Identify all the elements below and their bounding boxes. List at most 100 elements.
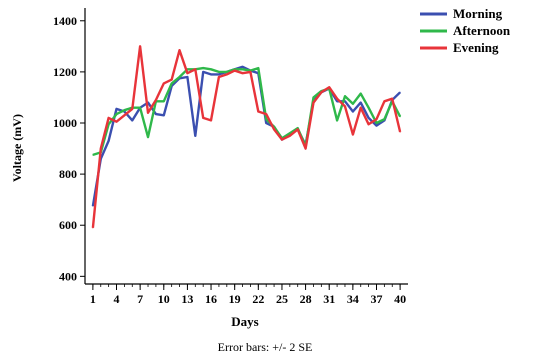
data-point-afternoon: [123, 109, 125, 111]
data-point-afternoon: [171, 82, 173, 84]
data-point-morning: [186, 76, 189, 78]
data-point-evening: [186, 72, 189, 74]
data-point-evening: [304, 147, 307, 150]
data-point-morning: [115, 108, 118, 110]
x-tick-label: 22: [252, 292, 264, 306]
data-point-morning: [265, 122, 267, 124]
data-point-evening: [375, 118, 378, 120]
y-axis-label: Voltage (mV): [10, 114, 24, 182]
x-tick-label: 34: [347, 292, 359, 306]
x-tick-label: 7: [137, 292, 143, 306]
data-point-evening: [273, 128, 275, 130]
x-tick-label: 1: [90, 292, 96, 306]
data-point-evening: [312, 101, 315, 104]
x-axis-label: Days: [231, 314, 258, 329]
data-point-evening: [115, 121, 118, 123]
data-point-evening: [265, 113, 267, 115]
y-tick-label: 1000: [53, 116, 77, 130]
data-point-evening: [241, 72, 244, 74]
x-tick-label: 25: [276, 292, 288, 306]
data-point-afternoon: [218, 71, 220, 73]
axis-ticks: 400 600 800 1000 1200 1400 1 4 7 10 13 16 19 22 25 28 31…: [53, 14, 406, 306]
series-line-morning: [91, 65, 401, 207]
x-tick-label: 10: [158, 292, 170, 306]
data-point-morning: [399, 91, 401, 93]
data-point-afternoon: [336, 119, 338, 122]
data-point-evening: [281, 139, 283, 141]
data-point-evening: [178, 49, 181, 51]
legend-label-morning: Morning: [453, 6, 503, 21]
data-point-afternoon: [92, 154, 94, 156]
data-point-afternoon: [139, 107, 141, 109]
data-point-evening: [234, 70, 236, 72]
data-point-afternoon: [344, 95, 346, 97]
data-point-afternoon: [383, 118, 385, 120]
y-tick-label: 1200: [53, 65, 77, 79]
data-point-morning: [194, 135, 196, 137]
data-point-evening: [194, 68, 196, 70]
data-point-morning: [155, 113, 157, 115]
data-point-evening: [399, 131, 401, 133]
legend-label-evening: Evening: [453, 40, 499, 55]
x-tick-label: 4: [114, 292, 120, 306]
data-point-afternoon: [202, 67, 204, 69]
legend: Morning Afternoon Evening: [420, 6, 511, 55]
data-point-evening: [218, 76, 220, 78]
data-point-afternoon: [360, 93, 362, 95]
data-point-evening: [100, 147, 102, 150]
y-tick-label: 400: [59, 269, 77, 283]
data-point-evening: [210, 119, 212, 122]
data-point-evening: [297, 128, 299, 130]
data-point-afternoon: [289, 132, 291, 134]
y-tick-label: 800: [59, 167, 77, 181]
x-tick-label: 16: [205, 292, 217, 306]
x-tick-label: 28: [300, 292, 312, 306]
data-point-evening: [320, 91, 322, 93]
series-lines: [91, 45, 402, 229]
x-tick-label: 37: [370, 292, 382, 306]
data-point-afternoon: [375, 122, 378, 124]
data-point-evening: [391, 98, 393, 100]
x-tick-label: 31: [323, 292, 335, 306]
data-point-afternoon: [115, 113, 118, 115]
data-point-afternoon: [178, 76, 181, 78]
x-tick-label: 19: [229, 292, 241, 306]
data-point-evening: [257, 110, 259, 113]
data-point-evening: [163, 82, 165, 84]
data-point-evening: [328, 86, 330, 88]
data-point-morning: [202, 71, 204, 73]
data-point-evening: [368, 123, 370, 125]
data-point-morning: [131, 119, 133, 122]
data-point-morning: [360, 101, 362, 104]
data-point-morning: [210, 73, 212, 76]
data-point-evening: [108, 117, 110, 119]
data-point-morning: [375, 124, 378, 127]
data-point-evening: [344, 105, 346, 107]
y-tick-label: 600: [59, 218, 77, 232]
data-point-afternoon: [210, 68, 212, 70]
data-point-morning: [218, 73, 220, 76]
data-point-evening: [202, 117, 204, 119]
data-point-evening: [360, 107, 362, 109]
data-point-evening: [92, 227, 94, 229]
data-point-morning: [336, 100, 338, 102]
data-point-morning: [163, 114, 165, 116]
data-point-evening: [131, 108, 133, 110]
data-point-afternoon: [226, 71, 228, 73]
data-point-evening: [147, 112, 149, 114]
data-point-afternoon: [312, 96, 315, 99]
y-tick-label: 1400: [53, 14, 77, 28]
data-point-morning: [108, 140, 110, 142]
data-point-evening: [249, 71, 252, 73]
plot-frame: [84, 8, 408, 285]
data-point-evening: [383, 100, 385, 102]
data-point-morning: [92, 205, 94, 207]
data-point-afternoon: [108, 123, 110, 125]
data-point-afternoon: [257, 67, 259, 69]
x-tick-label: 40: [394, 292, 406, 306]
legend-label-afternoon: Afternoon: [453, 23, 511, 38]
data-point-evening: [226, 73, 228, 76]
error-bars-note: Error bars: +/- 2 SE: [218, 340, 313, 354]
data-point-evening: [289, 135, 291, 137]
